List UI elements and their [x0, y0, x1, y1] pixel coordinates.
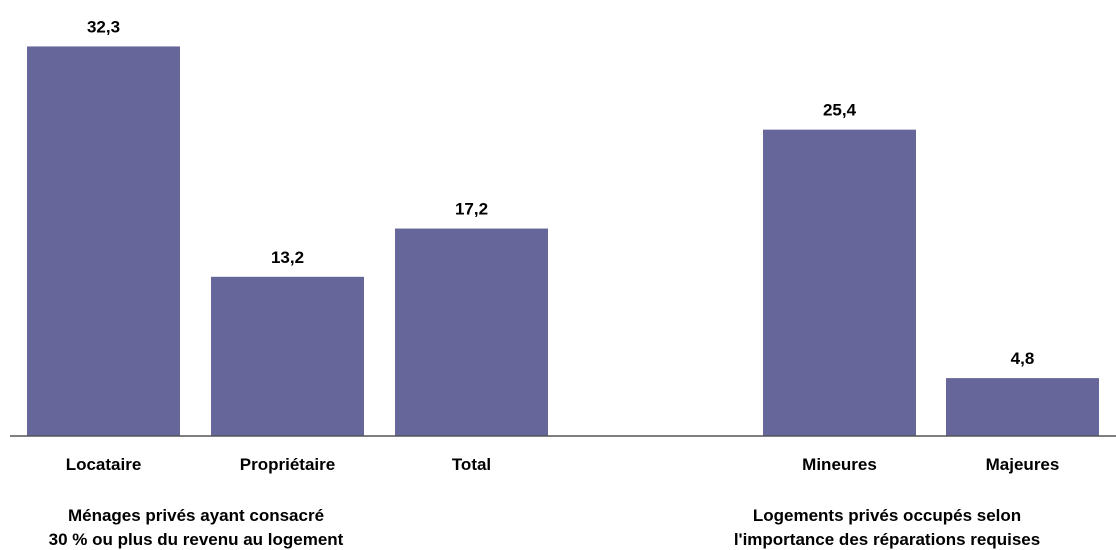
- value-label: 4,8: [1011, 349, 1035, 368]
- bar-proprietaire: [211, 276, 364, 436]
- value-label: 13,2: [271, 248, 304, 267]
- bar-mineures: [763, 129, 916, 437]
- value-labels-layer: 32,3 13,2 17,2 25,4 4,8: [87, 17, 1034, 368]
- bars-layer: [27, 46, 1099, 437]
- bar-locataire: [27, 46, 180, 437]
- group-label-line: l'importance des réparations requises: [734, 530, 1040, 549]
- value-label: 25,4: [823, 101, 857, 120]
- bar-majeures: [946, 378, 1099, 436]
- category-label: Locataire: [66, 455, 142, 474]
- group-label-line: Logements privés occupés selon: [753, 506, 1021, 525]
- category-label: Mineures: [802, 455, 877, 474]
- category-labels-layer: Locataire Propriétaire Total Mineures Majeur…: [66, 455, 1060, 474]
- bar-total: [395, 228, 548, 436]
- group-label-line: 30 % ou plus du revenu au logement: [49, 530, 344, 549]
- category-label: Total: [452, 455, 491, 474]
- value-label: 32,3: [87, 17, 120, 36]
- group-labels-layer: Ménages privés ayant consacré 30 % ou plu…: [49, 506, 1041, 549]
- group-label-line: Ménages privés ayant consacré: [68, 506, 324, 525]
- category-label: Majeures: [986, 455, 1060, 474]
- value-label: 17,2: [455, 200, 488, 219]
- category-label: Propriétaire: [240, 455, 335, 474]
